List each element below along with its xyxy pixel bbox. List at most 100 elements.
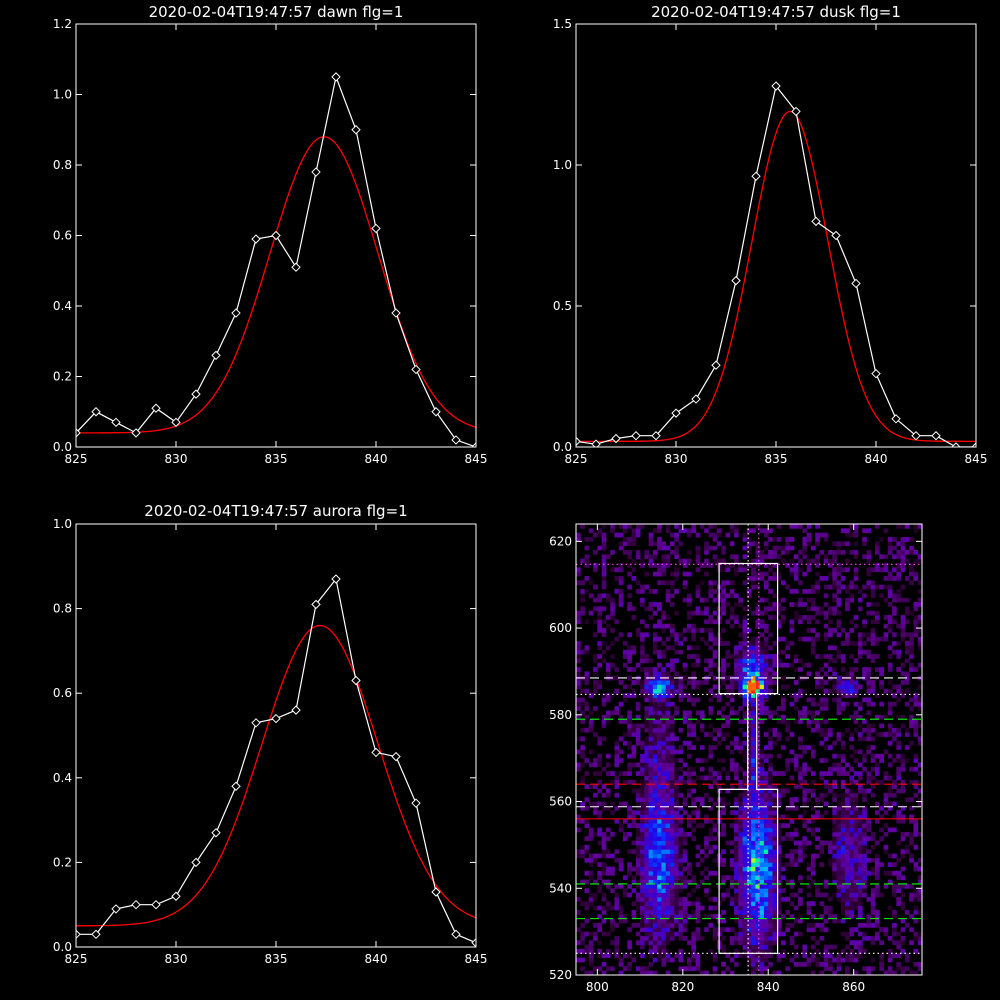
heatmap-cell bbox=[622, 892, 628, 898]
heatmap-cell bbox=[699, 597, 705, 603]
heatmap-cell bbox=[763, 836, 769, 841]
heatmap-cell bbox=[883, 801, 889, 807]
heatmap-cell bbox=[661, 710, 667, 716]
heatmap-cell bbox=[904, 758, 910, 763]
heatmap-cell bbox=[652, 749, 658, 755]
heatmap-cell bbox=[635, 797, 641, 802]
data-point-diamond bbox=[251, 234, 261, 244]
heatmap-cell bbox=[840, 823, 846, 828]
heatmap-cell bbox=[704, 606, 709, 612]
data-point-diamond bbox=[951, 442, 961, 447]
heatmap-cell bbox=[627, 740, 632, 746]
heatmap-cell bbox=[755, 827, 761, 833]
extraction-region-outline bbox=[718, 562, 779, 954]
heatmap-cell bbox=[725, 675, 731, 681]
heatmap-cell bbox=[669, 883, 675, 889]
heatmap-cell bbox=[674, 818, 679, 824]
heatmap-cell bbox=[584, 901, 590, 907]
heatmap-cell bbox=[772, 901, 778, 907]
heatmap-cell bbox=[580, 957, 585, 963]
heatmap-cell bbox=[751, 892, 756, 898]
heatmap-cell bbox=[896, 550, 902, 555]
heatmap-cell bbox=[665, 922, 671, 928]
heatmap-cell bbox=[853, 675, 859, 681]
heatmap-cell bbox=[742, 896, 748, 902]
heatmap-cell bbox=[669, 550, 675, 555]
heatmap-cell bbox=[674, 866, 679, 872]
heatmap-cell bbox=[640, 909, 645, 915]
heatmap-cell bbox=[601, 693, 607, 698]
heatmap-cell bbox=[644, 836, 650, 841]
heatmap-cell bbox=[593, 567, 598, 573]
heatmap-cell bbox=[699, 636, 705, 642]
heatmap-cell bbox=[648, 888, 654, 894]
heatmap-cell bbox=[742, 580, 748, 586]
heatmap-cell bbox=[652, 905, 658, 911]
heatmap-cell bbox=[832, 628, 837, 633]
heatmap-cell bbox=[759, 818, 765, 824]
heatmap-cell bbox=[734, 892, 739, 898]
heatmap-cell bbox=[614, 953, 620, 959]
heatmap-cell bbox=[879, 636, 884, 642]
heatmap-cell bbox=[785, 758, 790, 763]
data-point-diamond bbox=[411, 798, 421, 808]
heatmap-cell bbox=[849, 680, 855, 685]
heatmap-cell bbox=[823, 688, 829, 694]
heatmap-cell bbox=[857, 892, 863, 898]
heatmap-cell bbox=[904, 844, 910, 850]
heatmap-cell bbox=[862, 719, 867, 724]
heatmap-cell bbox=[746, 771, 752, 776]
heatmap-cell bbox=[725, 723, 731, 729]
x-tick-label: 845 bbox=[465, 452, 488, 466]
heatmap-cell bbox=[900, 693, 906, 698]
heatmap-cell bbox=[785, 719, 790, 724]
heatmap-cell bbox=[678, 875, 684, 880]
heatmap-cell bbox=[751, 914, 756, 920]
heatmap-cell bbox=[674, 853, 679, 859]
heatmap-cell bbox=[652, 571, 658, 577]
heatmap-cell bbox=[810, 857, 816, 863]
heatmap-cell bbox=[798, 879, 803, 885]
heatmap-cell bbox=[836, 892, 842, 898]
heatmap-cell bbox=[674, 801, 679, 807]
heatmap-cell bbox=[699, 758, 705, 763]
heatmap-cell bbox=[849, 866, 855, 872]
heatmap-cell bbox=[904, 675, 910, 681]
heatmap-cell bbox=[857, 645, 863, 651]
heatmap-cell bbox=[678, 935, 684, 941]
heatmap-cell bbox=[772, 931, 778, 937]
heatmap-cell bbox=[661, 853, 667, 859]
heatmap-cell bbox=[789, 524, 795, 529]
heatmap-cell bbox=[605, 593, 611, 599]
heatmap-cell bbox=[614, 892, 620, 898]
heatmap-cell bbox=[746, 957, 752, 963]
heatmap-cell bbox=[631, 745, 637, 750]
heatmap-cell bbox=[849, 788, 855, 794]
heatmap-cell bbox=[687, 771, 692, 776]
heatmap-cell bbox=[661, 671, 667, 677]
heatmap-cell bbox=[789, 797, 795, 802]
heatmap-cell bbox=[862, 766, 867, 772]
heatmap-cell bbox=[772, 870, 778, 876]
heatmap-cell bbox=[593, 680, 598, 685]
heatmap-cell bbox=[605, 662, 611, 668]
heatmap-cell bbox=[802, 810, 808, 815]
heatmap-cell bbox=[810, 597, 816, 603]
heatmap-cell bbox=[832, 944, 837, 950]
heatmap-cell bbox=[798, 875, 803, 880]
heatmap-cell bbox=[768, 762, 773, 768]
heatmap-cell bbox=[892, 537, 897, 542]
heatmap-cell bbox=[887, 550, 893, 555]
heatmap-cell bbox=[810, 745, 816, 750]
heatmap-cell bbox=[759, 697, 765, 703]
heatmap-cell bbox=[763, 948, 769, 954]
heatmap-cell bbox=[781, 615, 786, 620]
heatmap-cell bbox=[763, 883, 769, 889]
heatmap-cell bbox=[755, 762, 761, 768]
heatmap-cell bbox=[691, 788, 696, 794]
heatmap-cell bbox=[661, 667, 667, 672]
heatmap-cell bbox=[819, 792, 825, 798]
heatmap-cell bbox=[704, 814, 709, 820]
heatmap-cell bbox=[661, 896, 667, 902]
heatmap-cell bbox=[806, 818, 812, 824]
